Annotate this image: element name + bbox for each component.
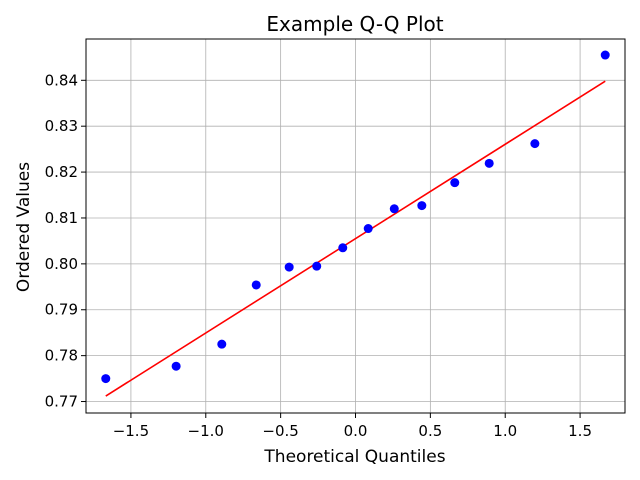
data-point	[171, 361, 181, 371]
y-axis-ticks: 0.77 0.78 0.79 0.80 0.81 0.82 0.83 0.84	[45, 71, 86, 411]
x-axis-ticks: −1.5 −1.0 −0.5 0.0 0.5 1.0 1.5	[113, 413, 592, 440]
data-point	[101, 374, 111, 384]
data-point	[217, 339, 227, 349]
x-tick-label: −1.5	[113, 422, 149, 440]
x-axis-label: Theoretical Quantiles	[263, 447, 445, 467]
y-axis-label: Ordered Values	[14, 162, 34, 292]
x-tick-label: 0.5	[418, 422, 442, 440]
fit-line	[105, 80, 606, 397]
series-layer	[101, 50, 610, 397]
y-tick-label: 0.77	[45, 393, 78, 411]
y-tick-label: 0.83	[45, 117, 78, 135]
data-point	[417, 201, 427, 211]
x-tick-label: −0.5	[262, 422, 298, 440]
chart-title: Example Q-Q Plot	[266, 12, 443, 36]
data-point	[312, 261, 322, 271]
y-tick-label: 0.80	[45, 255, 78, 273]
x-tick-label: −1.0	[188, 422, 224, 440]
plot-frame	[85, 38, 626, 414]
data-point	[450, 178, 460, 188]
y-tick-label: 0.84	[45, 71, 78, 89]
data-point	[389, 204, 399, 214]
y-tick-label: 0.81	[45, 209, 78, 227]
y-tick-label: 0.78	[45, 347, 78, 365]
data-point	[284, 262, 294, 272]
x-tick-label: 1.0	[493, 422, 517, 440]
y-tick-label: 0.79	[45, 301, 78, 319]
data-point	[600, 50, 610, 60]
data-point	[363, 224, 373, 234]
data-point	[530, 139, 540, 149]
data-point	[484, 158, 494, 168]
x-tick-label: 1.5	[568, 422, 592, 440]
y-tick-label: 0.82	[45, 163, 78, 181]
data-point	[251, 280, 261, 290]
data-point	[338, 243, 348, 253]
x-tick-label: 0.0	[344, 422, 368, 440]
